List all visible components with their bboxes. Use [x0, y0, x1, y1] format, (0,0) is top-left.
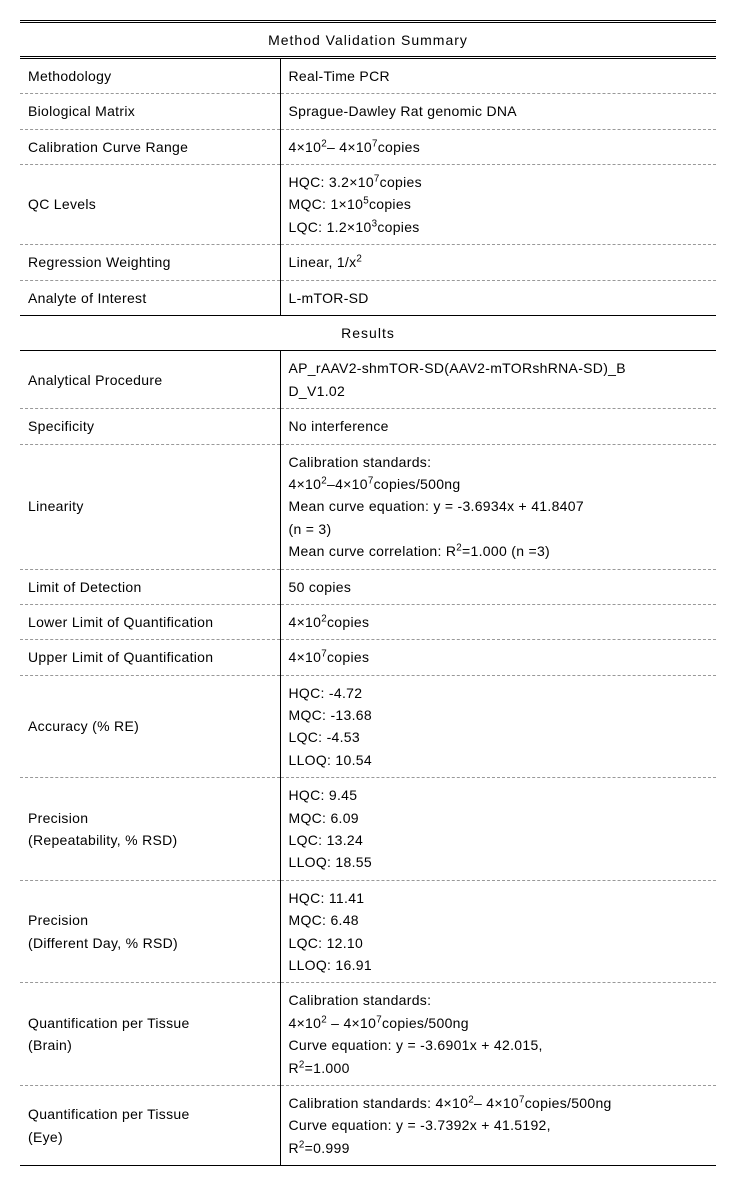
row-quant-eye: Quantification per Tissue (Eye) Calibrat… — [20, 1085, 716, 1165]
value-uloq: 4×107copies — [280, 640, 716, 675]
label-quant-eye-sub: (Eye) — [28, 1129, 63, 1145]
label-precision-day-main: Precision — [28, 912, 88, 928]
row-methodology: Methodology Real-Time PCR — [20, 57, 716, 93]
label-uloq: Upper Limit of Quantification — [20, 640, 280, 675]
value-precision-day: HQC: 11.41MQC: 6.48LQC: 12.10LLOQ: 16.91 — [280, 880, 716, 983]
section-header-results: Results — [20, 316, 716, 351]
label-calibration-range: Calibration Curve Range — [20, 129, 280, 164]
label-linearity: Linearity — [20, 444, 280, 569]
value-regression: Linear, 1/x2 — [280, 245, 716, 280]
row-precision-day: Precision (Different Day, % RSD) HQC: 11… — [20, 880, 716, 983]
value-calibration-range: 4×102– 4×107copies — [280, 129, 716, 164]
row-uloq: Upper Limit of Quantification 4×107copie… — [20, 640, 716, 675]
value-analyte: L-mTOR-SD — [280, 280, 716, 315]
label-precision-repeat: Precision (Repeatability, % RSD) — [20, 778, 280, 881]
value-analytical-procedure: AP_rAAV2-shmTOR-SD(AAV2-mTORshRNA-SD)_BD… — [280, 351, 716, 409]
value-quant-eye: Calibration standards: 4×102– 4×107copie… — [280, 1085, 716, 1165]
row-accuracy: Accuracy (% RE) HQC: -4.72MQC: -13.68LQC… — [20, 675, 716, 778]
label-analyte: Analyte of Interest — [20, 280, 280, 315]
row-calibration-range: Calibration Curve Range 4×102– 4×107copi… — [20, 129, 716, 164]
label-specificity: Specificity — [20, 409, 280, 444]
row-quant-brain: Quantification per Tissue (Brain) Calibr… — [20, 983, 716, 1086]
row-linearity: Linearity Calibration standards:4×102–4×… — [20, 444, 716, 569]
row-biological-matrix: Biological Matrix Sprague-Dawley Rat gen… — [20, 94, 716, 129]
row-lod: Limit of Detection 50 copies — [20, 569, 716, 604]
value-biological-matrix: Sprague-Dawley Rat genomic DNA — [280, 94, 716, 129]
label-biological-matrix: Biological Matrix — [20, 94, 280, 129]
value-quant-brain: Calibration standards:4×102 – 4×107copie… — [280, 983, 716, 1086]
label-lod: Limit of Detection — [20, 569, 280, 604]
validation-table: Method Validation Summary Methodology Re… — [20, 20, 716, 1166]
value-accuracy: HQC: -4.72MQC: -13.68LQC: -4.53LLOQ: 10.… — [280, 675, 716, 778]
label-precision-day-sub: (Different Day, % RSD) — [28, 935, 178, 951]
label-quant-brain: Quantification per Tissue (Brain) — [20, 983, 280, 1086]
row-regression: Regression Weighting Linear, 1/x2 — [20, 245, 716, 280]
header-text: Method Validation Summary — [20, 22, 716, 58]
label-qc-levels: QC Levels — [20, 165, 280, 245]
label-accuracy: Accuracy (% RE) — [20, 675, 280, 778]
row-precision-repeat: Precision (Repeatability, % RSD) HQC: 9.… — [20, 778, 716, 881]
label-precision-day: Precision (Different Day, % RSD) — [20, 880, 280, 983]
value-lod: 50 copies — [280, 569, 716, 604]
value-precision-repeat: HQC: 9.45MQC: 6.09LQC: 13.24LLOQ: 18.55 — [280, 778, 716, 881]
label-lloq: Lower Limit of Quantification — [20, 604, 280, 639]
row-specificity: Specificity No interference — [20, 409, 716, 444]
value-qc-levels: HQC: 3.2×107copiesMQC: 1×105copiesLQC: 1… — [280, 165, 716, 245]
label-precision-repeat-sub: (Repeatability, % RSD) — [28, 832, 178, 848]
value-lloq: 4×102copies — [280, 604, 716, 639]
label-quant-brain-main: Quantification per Tissue — [28, 1015, 190, 1031]
label-quant-eye-main: Quantification per Tissue — [28, 1106, 190, 1122]
row-qc-levels: QC Levels HQC: 3.2×107copiesMQC: 1×105co… — [20, 165, 716, 245]
label-methodology: Methodology — [20, 57, 280, 93]
row-analytical-procedure: Analytical Procedure AP_rAAV2-shmTOR-SD(… — [20, 351, 716, 409]
section-header-method: Method Validation Summary — [20, 22, 716, 58]
label-regression: Regression Weighting — [20, 245, 280, 280]
label-precision-repeat-main: Precision — [28, 810, 88, 826]
label-quant-eye: Quantification per Tissue (Eye) — [20, 1085, 280, 1165]
row-lloq: Lower Limit of Quantification 4×102copie… — [20, 604, 716, 639]
header-text-results: Results — [20, 316, 716, 351]
row-analyte: Analyte of Interest L-mTOR-SD — [20, 280, 716, 315]
label-quant-brain-sub: (Brain) — [28, 1037, 72, 1053]
value-linearity: Calibration standards:4×102–4×107copies/… — [280, 444, 716, 569]
value-methodology: Real-Time PCR — [280, 57, 716, 93]
label-analytical-procedure: Analytical Procedure — [20, 351, 280, 409]
value-specificity: No interference — [280, 409, 716, 444]
